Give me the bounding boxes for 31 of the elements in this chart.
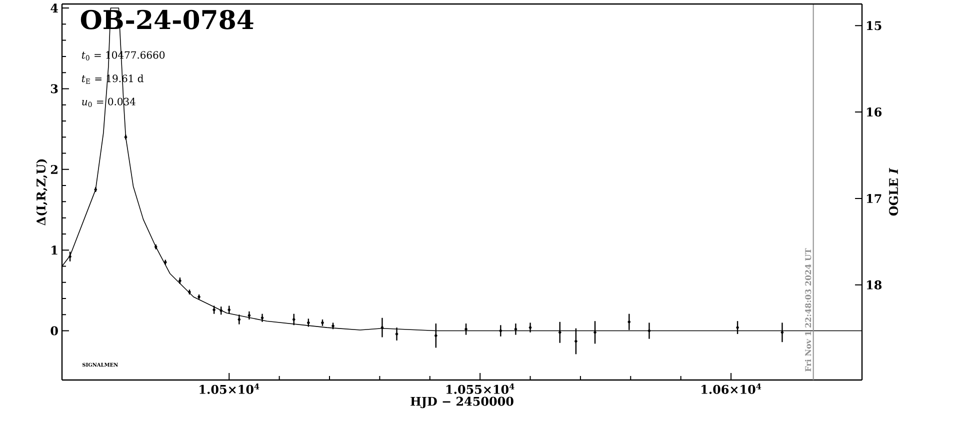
- y-axis-title: Δ(I,R,Z,U): [36, 159, 48, 226]
- point: [648, 329, 651, 332]
- y-tick-label: 0: [50, 326, 58, 336]
- y-tick-label: 4: [50, 4, 58, 12]
- point: [514, 328, 518, 331]
- y2-tick-label: 16: [866, 108, 882, 117]
- point: [528, 326, 532, 329]
- y2-tick-label: 18: [866, 280, 882, 290]
- point: [395, 332, 398, 336]
- point: [574, 340, 578, 343]
- x-tick-label: 1.05×10$^{4}$: [200, 384, 260, 394]
- point: [260, 316, 264, 320]
- y-tick-label: 3: [50, 84, 58, 94]
- x-tick-label: 1.055×10$^{4}$: [446, 384, 514, 394]
- point: [558, 331, 562, 334]
- point: [228, 308, 231, 312]
- x-tick-label: 1.06×10$^{4}$: [702, 384, 762, 394]
- y-tick-label: 2: [50, 164, 58, 174]
- point: [248, 314, 251, 317]
- point: [434, 334, 438, 338]
- point: [628, 320, 631, 324]
- y2-tick-label: 15: [866, 21, 882, 30]
- point: [292, 318, 296, 321]
- point: [307, 321, 310, 324]
- point: [780, 331, 784, 334]
- point: [380, 326, 384, 329]
- y-tick-label: 1: [52, 246, 58, 255]
- point: [238, 318, 241, 321]
- y2-tick-label: 17: [866, 194, 882, 203]
- x-axis-title: HJD − 2450000: [410, 396, 514, 408]
- y2-axis-title: OGLE I: [889, 168, 898, 216]
